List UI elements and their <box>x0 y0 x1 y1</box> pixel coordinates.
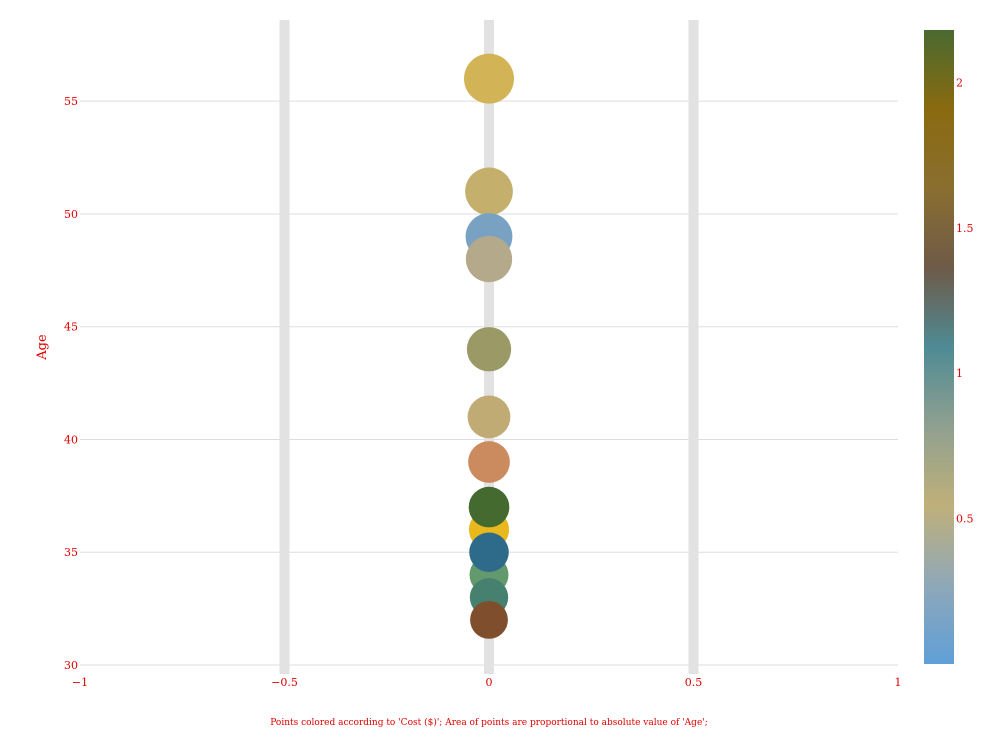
data-point <box>470 600 508 639</box>
x-tick-label: 0 <box>486 676 493 689</box>
y-axis-title: Age <box>35 334 50 361</box>
data-point <box>469 532 509 572</box>
y-tick-label: 40 <box>64 433 78 446</box>
data-point <box>467 395 511 439</box>
y-tick-label: 30 <box>64 659 78 672</box>
y-tick-labels: 30 35 40 45 50 55 <box>64 95 78 672</box>
colorbar-tick-label: 1 <box>956 367 963 380</box>
colorbar-tick-labels: 0.5 1 1.5 2 <box>956 76 974 525</box>
colorbar <box>924 30 954 664</box>
data-point <box>468 441 510 483</box>
y-tick-label: 45 <box>64 321 78 334</box>
data-point <box>464 53 514 104</box>
x-tick-label: −1 <box>72 676 88 689</box>
colorbar-tick-label: 0.5 <box>956 513 974 526</box>
colorbar-tick-label: 1.5 <box>956 222 974 235</box>
colorbar-tick-label: 2 <box>956 76 963 89</box>
data-point <box>465 167 513 216</box>
x-tick-label: −0.5 <box>271 676 298 689</box>
x-gridline <box>279 20 290 674</box>
data-point <box>465 235 513 283</box>
data-point <box>466 327 512 372</box>
x-tick-labels: −1 −0.5 0 0.5 1 <box>72 676 902 689</box>
y-tick-label: 50 <box>64 208 78 221</box>
x-tick-label: 1 <box>895 676 902 689</box>
y-tick-label: 35 <box>64 546 78 559</box>
chart-caption: Points colored according to 'Cost ($)'; … <box>270 717 708 728</box>
y-tick-label: 55 <box>64 95 78 108</box>
data-points <box>464 53 514 639</box>
data-point <box>468 486 510 528</box>
x-tick-label: 0.5 <box>685 676 703 689</box>
x-gridline <box>688 20 699 674</box>
